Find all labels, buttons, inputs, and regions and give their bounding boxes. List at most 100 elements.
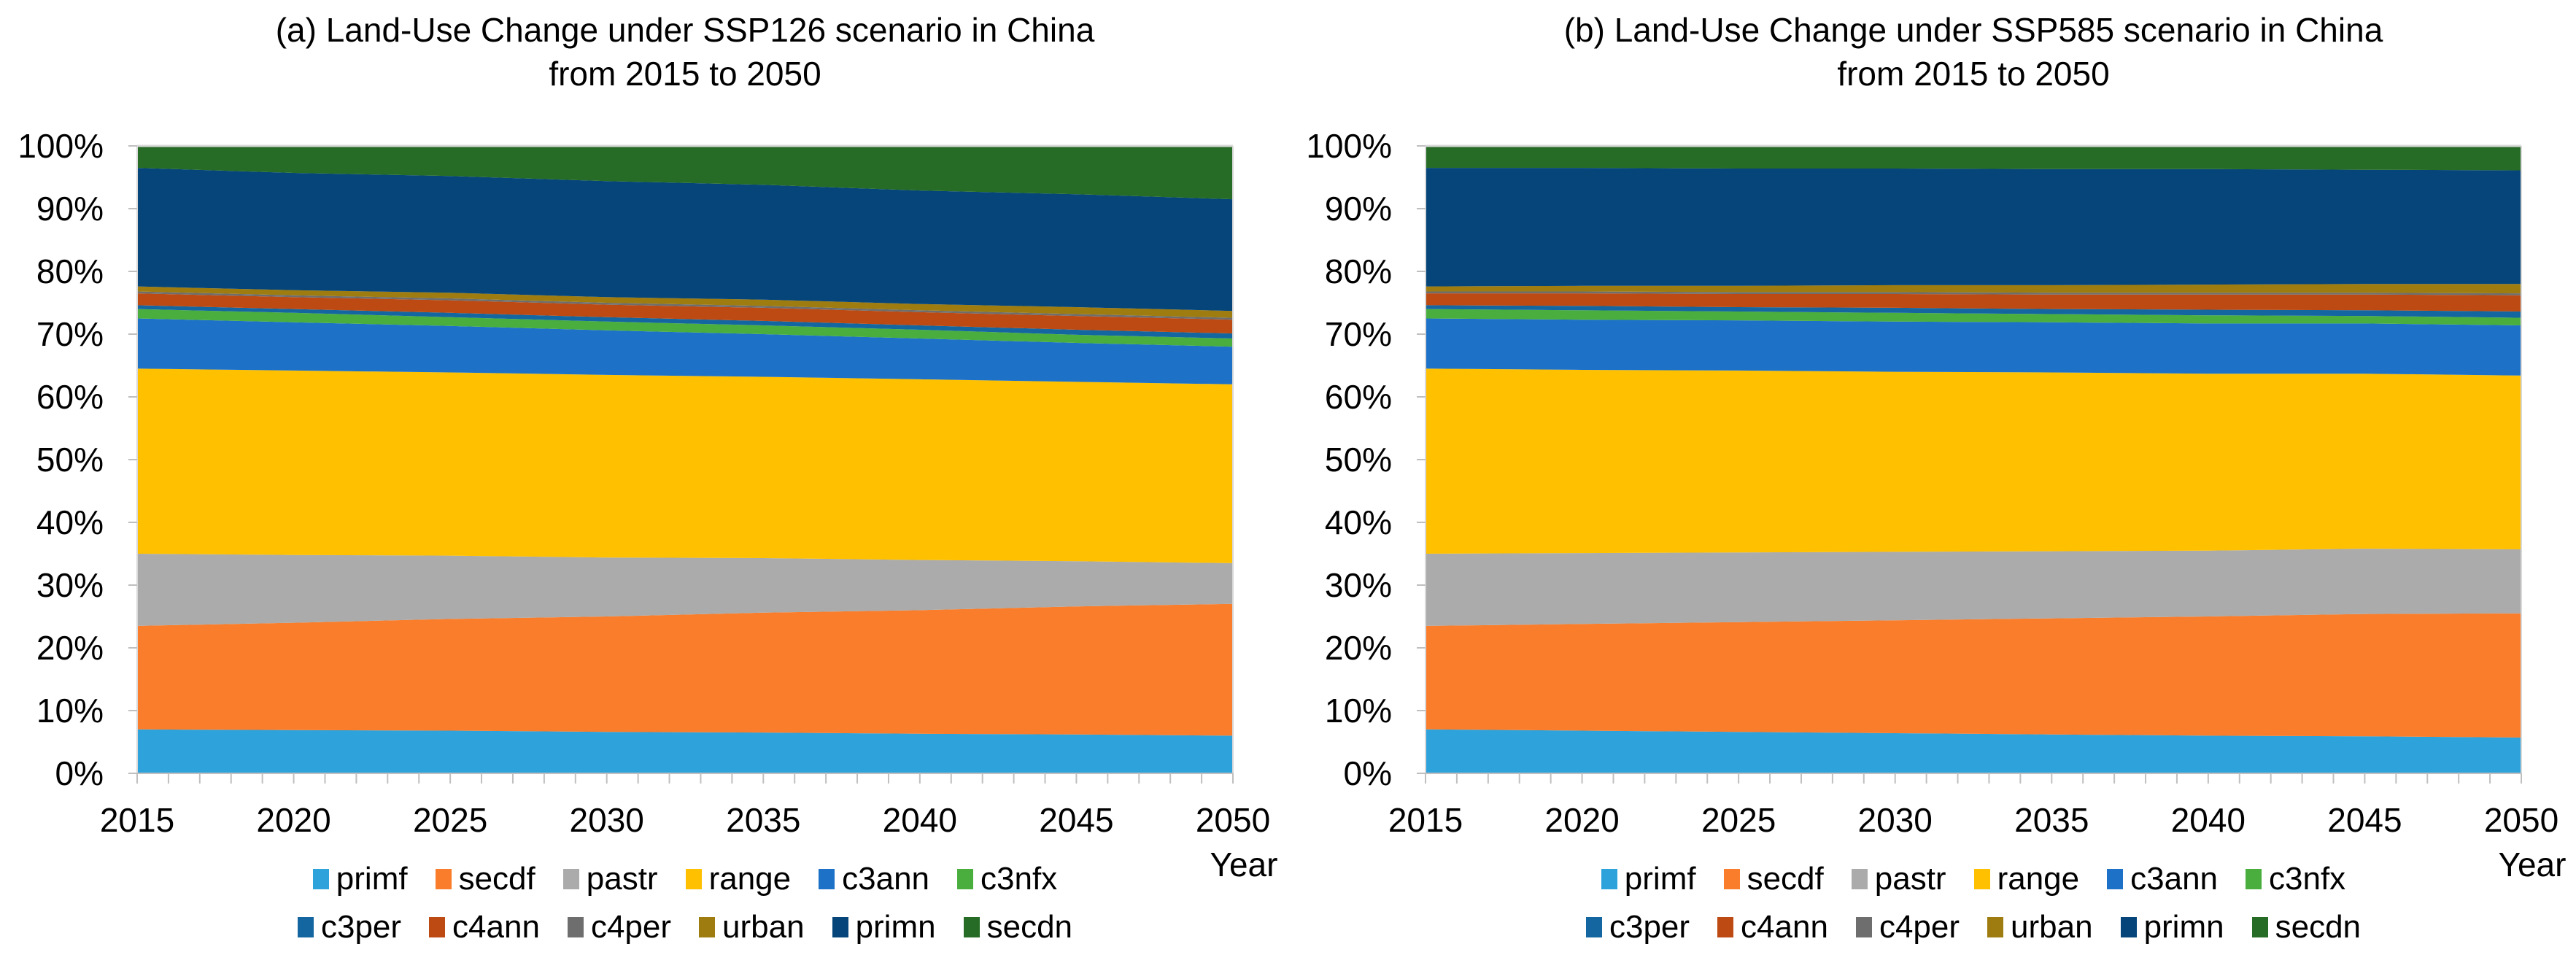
legend-swatch-secdn [963,917,980,937]
y-tick-label: 0% [55,754,104,792]
legend-swatch-c3per [297,917,314,937]
legend-swatch-pastr [1851,869,1868,889]
legend-label-c4per: c4per [1879,909,1960,945]
y-tick-label: 90% [1325,190,1392,228]
x-tick-label: 2040 [2171,801,2246,839]
area-secdn [137,146,1233,200]
panel-ssp585: 2015 2020 2025 2030 2035 2040 2045 2050 0% 10% 20%… [1288,0,2576,963]
y-tick-label: 30% [36,566,104,604]
legend-item-c4ann: c4ann [429,909,540,945]
legend-item-c3per: c3per [1585,909,1690,945]
y-tick-label: 40% [36,503,104,541]
legend-ssp585: primf secdf pastr range c3ann c3nfx c3per c4ann… [1426,861,2521,945]
legend-swatch-range [1973,869,1990,889]
legend-swatch-primf [312,869,329,889]
legend-label-urban: urban [2011,909,2093,945]
legend-item-c3ann: c3ann [819,861,929,897]
legend-item-primf: primf [1601,861,1696,897]
legend-item-primn: primn [832,909,936,945]
legend-swatch-secdf [435,869,452,889]
legend-label-secdn: secdn [986,909,1073,945]
x-tick-label: 2050 [1196,801,1270,839]
legend-row: c3per c4ann c4per urban primn secdn [1585,909,2362,945]
legend-label-pastr: pastr [586,861,658,897]
legend-label-c3nfx: c3nfx [2269,861,2346,897]
y-tick-label: 0% [1344,754,1392,792]
x-tick-label: 2040 [883,801,957,839]
legend-swatch-primf [1601,869,1617,889]
area-c3nfx [137,309,1233,347]
legend-item-secdn: secdn [963,909,1073,945]
legend-row: primf secdf pastr range c3ann c3nfx [312,861,1057,897]
legend-item-c4ann: c4ann [1717,909,1828,945]
legend-label-c3ann: c3ann [2130,861,2219,897]
legend-item-c4per: c4per [1855,909,1960,945]
area-c4per [137,291,1233,320]
x-tick-label: 2015 [100,801,174,839]
legend-item-urban: urban [699,909,805,945]
area-c3nfx [1426,309,2521,325]
legend-item-c3nfx: c3nfx [2246,861,2345,897]
area-urban [137,286,1233,318]
legend-label-c4ann: c4ann [1741,909,1828,945]
legend-label-range: range [1997,861,2080,897]
y-tick-label: 100% [18,127,104,165]
legend-label-c3per: c3per [1609,909,1690,945]
plot-ssp585: 2015 2020 2025 2030 2035 2040 2045 2050 0% 10% 20%… [1306,127,2558,839]
area-secdf [137,603,1233,736]
area-c3per [1426,305,2521,318]
x-tick-label: 2020 [1544,801,1619,839]
y-tick-label: 20% [36,629,104,667]
legend-item-c3ann: c3ann [2107,861,2218,897]
legend-swatch-range [685,869,702,889]
legend-swatch-c4ann [1717,917,1734,937]
legend-swatch-c3ann [819,869,835,889]
area-c3ann [137,318,1233,384]
legend-swatch-secdn [2251,917,2268,937]
area-c4per [1426,291,2521,295]
legend-label-secdn: secdn [2275,909,2362,945]
legend-item-urban: urban [1987,909,2093,945]
legend-item-secdf: secdf [1723,861,1824,897]
legend-label-urban: urban [722,909,805,945]
x-tick-label: 2035 [2014,801,2089,839]
legend-label-c3ann: c3ann [842,861,930,897]
legend-swatch-c4per [567,917,584,937]
area-primn [1426,168,2521,287]
area-c4ann [137,293,1233,334]
y-tick-label: 10% [1325,692,1392,730]
legend-swatch-secdf [1723,869,1740,889]
legend-item-pastr: pastr [1851,861,1946,897]
legend-item-c3nfx: c3nfx [957,861,1057,897]
legend-swatch-c3ann [2107,869,2124,889]
y-tick-label: 30% [1325,566,1392,604]
x-tick-label: 2045 [2327,801,2402,839]
y-tick-label: 60% [1325,378,1392,416]
area-pastr [137,554,1233,626]
legend-swatch-pastr [562,869,579,889]
legend-label-pastr: pastr [1874,861,1946,897]
x-tick-label: 2030 [1858,801,1933,839]
area-c4ann [1426,293,2521,312]
legend-item-primn: primn [2120,909,2224,945]
y-tick-label: 50% [36,441,104,479]
y-tick-label: 80% [1325,252,1392,290]
x-tick-label: 2050 [2484,801,2558,839]
area-secdn [1426,146,2521,171]
x-tick-label: 2025 [413,801,487,839]
legend-swatch-c4ann [429,917,446,937]
area-primn [137,168,1233,312]
area-primf [137,729,1233,773]
y-tick-label: 90% [36,190,104,228]
legend-item-pastr: pastr [562,861,658,897]
legend-swatch-c3nfx [957,869,974,889]
chart-title-ssp585: (b) Land-Use Change under SSP585 scenari… [1563,11,2383,93]
legend-label-primn: primn [855,909,936,945]
legend-item-range: range [685,861,791,897]
legend-item-range: range [1973,861,2080,897]
x-tick-label: 2045 [1039,801,1113,839]
legend-swatch-primn [2120,917,2137,937]
legend-label-c3per: c3per [320,909,402,945]
legend-label-primf: primf [336,861,408,897]
area-primf [1426,729,2521,773]
